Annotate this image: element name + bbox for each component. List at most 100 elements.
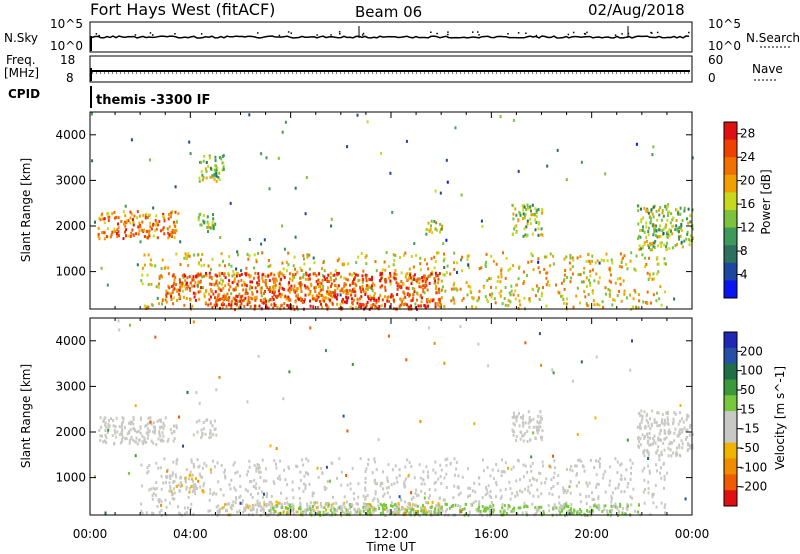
echo-cell (143, 253, 146, 257)
echo-cell (443, 266, 446, 269)
echo-cell (232, 463, 235, 467)
echo-cell (303, 284, 306, 288)
echo-cell (185, 257, 188, 261)
echo-cell (553, 459, 556, 463)
echo-cell (228, 296, 231, 300)
echo-cell (619, 276, 622, 280)
echo-cell (387, 334, 390, 338)
echo-cell (431, 270, 434, 274)
echo-cell (652, 442, 654, 446)
echo-cell (563, 288, 566, 291)
echo-cell (212, 227, 215, 231)
echo-cell (527, 260, 530, 264)
echo-cell (353, 277, 355, 281)
echo-cell (573, 509, 576, 513)
echo-cell (413, 290, 416, 293)
echo-cell (209, 468, 212, 472)
echo-cell (98, 428, 101, 432)
echo-cell (540, 233, 543, 236)
echo-cell (423, 482, 426, 486)
echo-cell (136, 210, 139, 214)
echo-cell (641, 253, 644, 257)
echo-cell (658, 453, 661, 457)
echo-cell (128, 438, 131, 442)
echo-cell (633, 288, 636, 292)
echo-cell (278, 292, 281, 296)
echo-cell (514, 494, 517, 498)
echo-cell (395, 509, 398, 513)
echo-cell (686, 230, 689, 234)
echo-cell (199, 289, 202, 293)
echo-cell (510, 284, 513, 288)
echo-cell (626, 502, 629, 506)
echo-cell (140, 463, 143, 467)
echo-cell (591, 498, 594, 501)
echo-cell (152, 441, 155, 445)
nsky-point (477, 31, 479, 33)
echo-cell (202, 286, 204, 290)
echo-cell (404, 477, 407, 481)
echo-cell (275, 466, 278, 470)
echo-cell (669, 430, 672, 434)
echo-cell (175, 459, 178, 463)
echo-cell (530, 469, 533, 473)
echo-cell (174, 473, 177, 477)
echo-cell (211, 459, 214, 463)
echo-cell (220, 157, 223, 161)
echo-cell (327, 512, 330, 516)
echo-cell (224, 503, 226, 507)
nave-tick-low: 0 (708, 71, 716, 85)
echo-cell (101, 434, 103, 438)
echo-cell (173, 223, 176, 227)
echo-cell (143, 304, 146, 308)
echo-cell (668, 234, 671, 238)
echo-cell (509, 300, 512, 304)
echo-cell (374, 482, 377, 486)
echo-cell (527, 485, 530, 489)
echo-cell (652, 205, 655, 209)
echo-cell (287, 306, 290, 310)
echo-cell (259, 504, 262, 508)
echo-cell (201, 275, 204, 279)
echo-cell (434, 189, 437, 193)
echo-cell (256, 463, 259, 467)
echo-cell (552, 371, 555, 375)
echo-cell (672, 417, 675, 421)
echo-cell (593, 466, 596, 469)
echo-cell (394, 277, 397, 281)
echo-cell (584, 295, 587, 299)
echo-cell (218, 375, 221, 379)
echo-cell (288, 510, 290, 514)
echo-cell (540, 492, 543, 496)
echo-cell (431, 299, 434, 303)
echo-cell (678, 226, 681, 230)
echo-cell (359, 457, 362, 461)
echo-cell (374, 490, 377, 494)
echo-cell (430, 219, 433, 223)
echo-cell (453, 484, 456, 488)
echo-cell (500, 267, 503, 271)
echo-cell (214, 300, 217, 304)
echo-cell (195, 420, 198, 424)
echo-cell (626, 508, 629, 511)
echo-cell (417, 304, 420, 308)
echo-cell (564, 269, 567, 272)
echo-cell (393, 512, 396, 516)
echo-cell (197, 274, 200, 278)
echo-cell (653, 246, 656, 249)
echo-cell (121, 428, 124, 432)
echo-cell (368, 504, 371, 508)
echo-cell (185, 287, 188, 291)
echo-cell (159, 229, 162, 233)
echo-cell (536, 420, 539, 424)
echo-cell (597, 280, 600, 284)
echo-cell (140, 279, 143, 283)
echo-cell (192, 433, 195, 437)
echo-cell (170, 294, 173, 298)
echo-cell (436, 274, 439, 278)
colorbar-frame (723, 121, 738, 299)
echo-cell (526, 505, 529, 509)
echo-cell (691, 236, 694, 240)
echo-cell (522, 212, 525, 216)
echo-cell (586, 303, 589, 307)
